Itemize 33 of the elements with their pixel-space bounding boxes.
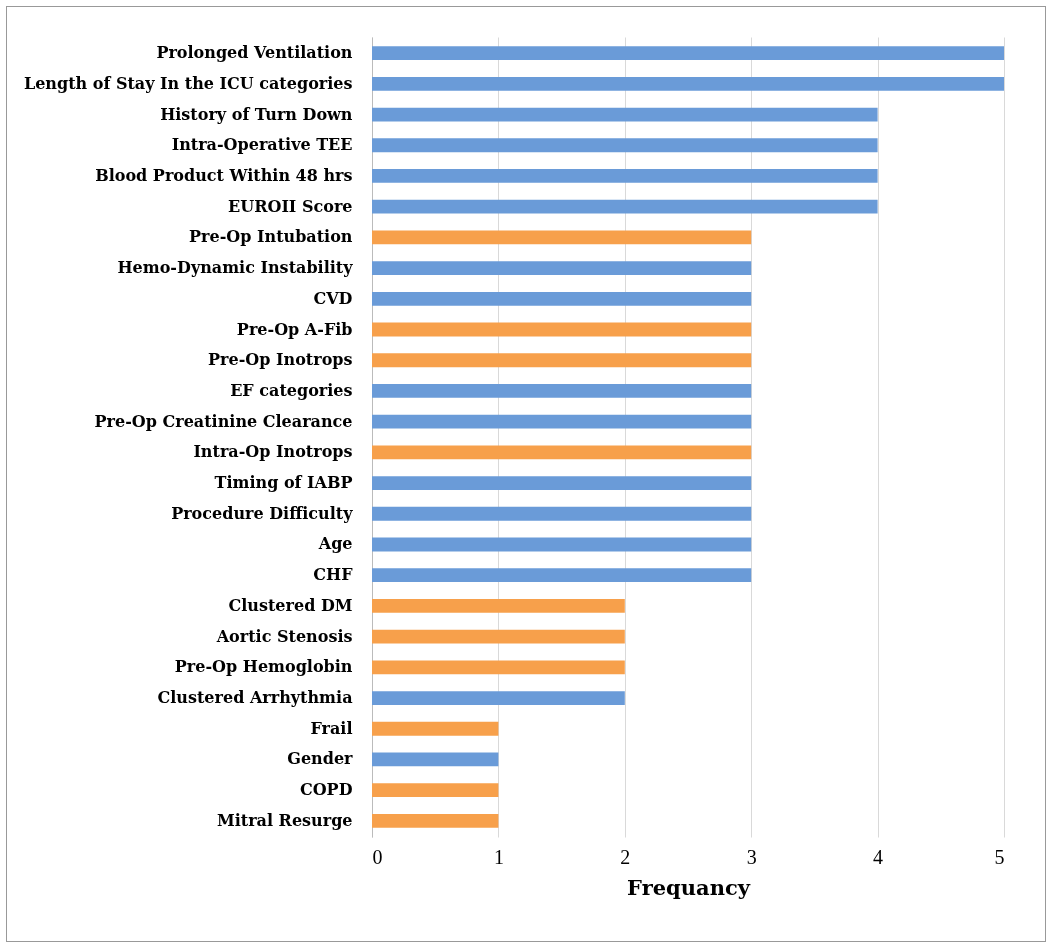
y-tick-label: Procedure Difficulty [171,503,354,523]
y-tick-label: History of Turn Down [160,104,353,124]
y-tick-label: EUROII Score [228,196,353,216]
y-tick-label: Timing of IABP [214,473,353,493]
y-tick-label: Pre-Op Hemoglobin [174,657,353,677]
y-tick-label: Prolonged Ventilation [156,43,353,63]
y-tick-label: Intra-Op Inotrops [193,442,353,462]
x-tick-label: 1 [493,845,504,868]
y-tick-label: Hemo-Dynamic Instability [117,258,354,278]
y-tick-label: Frail [310,718,353,738]
y-tick-label: Mitral Resurge [216,810,353,830]
y-tick-label: Blood Product Within 48 hrs [95,165,353,185]
y-tick-label: EF categories [230,380,353,400]
y-tick-label: Gender [287,749,354,769]
y-tick-label: Pre-Op A-Fib [236,319,353,339]
x-axis-title: Frequancy [627,874,751,900]
y-tick-label: Aortic Stenosis [215,626,353,646]
y-tick-label: Intra-Operative TEE [171,135,353,155]
x-tick-label: 5 [994,845,1005,868]
y-tick-label: Length of Stay In the ICU categories [23,73,353,93]
x-tick-label: 4 [873,845,884,868]
y-tick-label: Pre-Op Inotrops [208,350,353,370]
x-tick-label: 2 [620,845,631,868]
y-tick-label: Clustered DM [228,595,353,615]
y-tick-label: CHF [313,565,354,585]
y-tick-label: Age [317,534,353,554]
y-tick-label: COPD [299,780,353,800]
y-tick-label: Pre-Op Creatinine Clearance [94,411,353,431]
y-tick-label: CVD [313,288,353,308]
y-tick-label: Clustered Arrhythmia [157,688,353,708]
y-tick-label: Pre-Op Intubation [189,227,353,247]
x-tick-label: 0 [372,845,383,868]
x-tick-label: 3 [746,845,757,868]
